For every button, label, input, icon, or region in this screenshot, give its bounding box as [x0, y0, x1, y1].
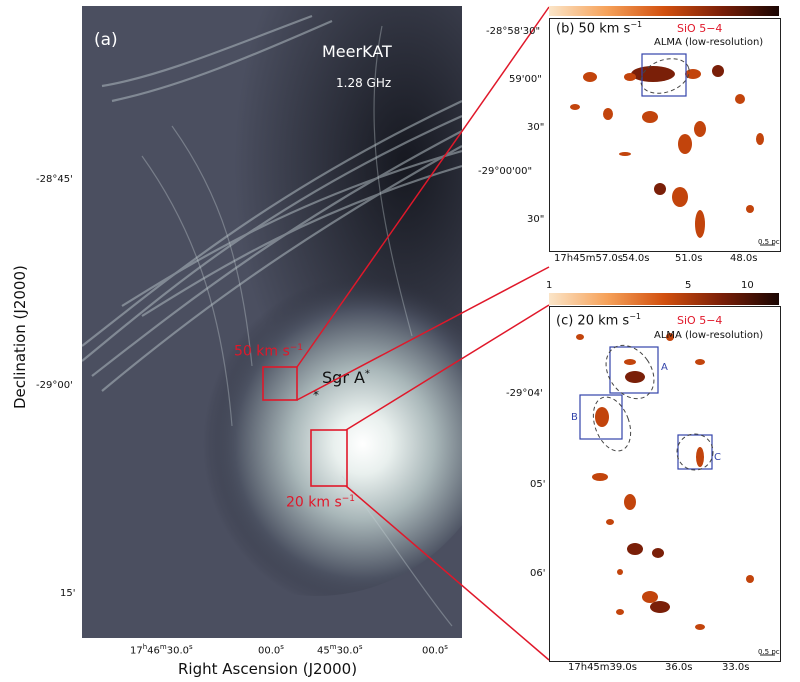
- panel-c-scalebar: 0.5 pc: [758, 648, 780, 656]
- ytick-b-0: -28°58'30": [486, 26, 541, 37]
- panel-c-line: SiO 5−4: [677, 314, 723, 327]
- xtick-a-2: 45m30.0s: [317, 643, 363, 657]
- panel-b-line: SiO 5−4: [677, 22, 723, 35]
- xtick-b-3: 48.0s: [730, 253, 758, 264]
- sio-map-c: [576, 333, 775, 656]
- box-b: [641, 53, 687, 97]
- ytick-b-2: 30": [527, 122, 545, 133]
- panel-c: [549, 306, 781, 662]
- xtick-b-2: 51.0s: [675, 253, 703, 264]
- panel-b-note: ALMA (low-resolution): [654, 37, 764, 48]
- box-c-label-b: B: [571, 412, 578, 423]
- xtick-a-3: 00.0s: [422, 643, 448, 657]
- ytick-a-2: 15': [60, 588, 76, 599]
- panel-a: [81, 6, 507, 638]
- ytick-c-1: 05': [530, 479, 546, 490]
- label-20kms-text: 20 km s: [286, 494, 342, 511]
- sgra-label: Sgr A*: [322, 368, 370, 387]
- label-20kms-sup: −1: [341, 494, 356, 504]
- sgra-name: Sgr A: [322, 368, 365, 387]
- colorbar-c: [549, 293, 779, 305]
- panel-c-note: ALMA (low-resolution): [654, 330, 764, 341]
- xtick-a-0: 17h46m30.0s: [130, 643, 193, 657]
- ytick-b-3: -29°00'00": [478, 166, 533, 177]
- ellipse-b: [640, 58, 690, 94]
- panel-b-scalebar: 0.5 pc: [758, 238, 780, 246]
- box-c-c: [677, 434, 713, 470]
- meerkat-image: [81, 6, 507, 638]
- colorbar-c-tick-0: 1: [546, 280, 553, 291]
- xtick-c-1: 36.0s: [665, 662, 693, 673]
- panel-b: [549, 18, 781, 252]
- colorbar-b: [549, 6, 779, 16]
- box-c-label-a: A: [661, 362, 668, 373]
- label-20kms: 20 km s−1: [286, 494, 355, 511]
- ytick-a-0: -28°45': [36, 174, 73, 185]
- frequency-label: 1.28 GHz: [336, 76, 392, 90]
- panel-a-label: (a): [94, 30, 118, 50]
- panel-b-label: (b) 50 km s−1: [554, 20, 645, 37]
- ytick-a-1: -29°00': [36, 380, 73, 391]
- colorbar-c-tick-2: 10: [741, 280, 754, 291]
- ytick-c-2: 06': [530, 568, 546, 579]
- box-c-b: [579, 394, 623, 440]
- sgra-star-icon: *: [313, 388, 319, 402]
- label-50kms-text: 50 km s: [234, 343, 290, 360]
- xlabel-a: Right Ascension (J2000): [178, 660, 358, 678]
- sgra-sup: *: [364, 368, 370, 380]
- xtick-c-2: 33.0s: [722, 662, 750, 673]
- telescope-label: MeerKAT: [322, 42, 392, 61]
- label-50kms: 50 km s−1: [234, 343, 303, 360]
- colorbar-c-tick-1: 5: [685, 280, 692, 291]
- xtick-a-1: 00.0s: [258, 643, 284, 657]
- ytick-c-0: -29°04': [506, 388, 543, 399]
- ytick-b-1: 59'00": [509, 74, 542, 85]
- ytick-b-4: 30": [527, 214, 545, 225]
- box-50kms: [262, 366, 298, 401]
- box-c-label-c: C: [714, 452, 721, 463]
- label-50kms-sup: −1: [289, 343, 304, 353]
- panel-c-label: (c) 20 km s−1: [554, 312, 643, 329]
- xtick-b-0: 17h45m57.0s: [554, 253, 624, 264]
- xtick-c-0: 17h45m39.0s: [568, 662, 638, 673]
- xtick-b-1: 54.0s: [622, 253, 650, 264]
- sio-map-b: [570, 53, 775, 246]
- box-c-a: [609, 346, 659, 394]
- box-20kms: [310, 429, 348, 487]
